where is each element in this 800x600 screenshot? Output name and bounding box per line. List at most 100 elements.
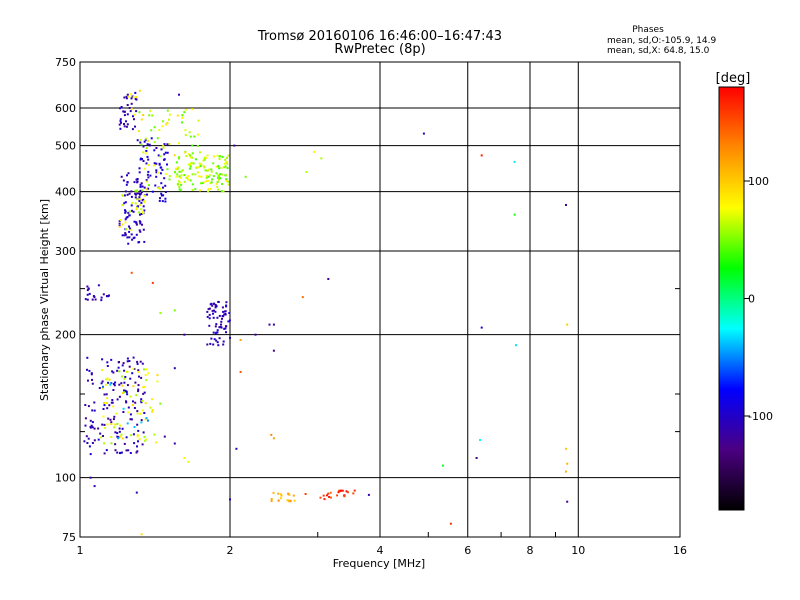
data-point bbox=[218, 326, 221, 329]
data-point bbox=[208, 307, 211, 310]
data-point bbox=[138, 375, 140, 378]
data-point bbox=[121, 194, 124, 197]
data-point bbox=[215, 323, 218, 326]
data-point bbox=[136, 445, 138, 448]
data-point bbox=[565, 204, 567, 206]
data-point bbox=[206, 179, 209, 182]
data-point bbox=[214, 304, 217, 306]
data-point bbox=[143, 167, 146, 170]
data-point bbox=[142, 228, 145, 231]
data-point bbox=[176, 168, 179, 170]
data-point bbox=[135, 206, 138, 209]
data-point bbox=[235, 447, 238, 450]
data-point bbox=[227, 154, 230, 157]
data-point bbox=[139, 222, 142, 225]
data-point bbox=[108, 378, 111, 381]
data-point bbox=[119, 435, 122, 438]
data-point bbox=[202, 165, 205, 168]
data-point bbox=[205, 174, 208, 177]
data-point bbox=[187, 163, 190, 166]
data-point bbox=[272, 437, 275, 440]
data-point bbox=[123, 377, 126, 380]
data-point bbox=[336, 494, 339, 497]
data-point bbox=[134, 98, 137, 100]
data-point bbox=[116, 369, 119, 372]
data-point bbox=[134, 189, 137, 192]
data-point bbox=[101, 358, 104, 361]
data-point bbox=[147, 176, 150, 179]
data-point bbox=[125, 120, 127, 123]
x-tick-label: 6 bbox=[464, 544, 471, 557]
data-point bbox=[225, 331, 227, 334]
data-point bbox=[191, 189, 194, 191]
data-point bbox=[88, 369, 91, 372]
data-point bbox=[153, 164, 156, 167]
data-point bbox=[135, 208, 138, 211]
data-point bbox=[125, 183, 128, 186]
data-point bbox=[121, 234, 124, 237]
data-point bbox=[86, 356, 89, 359]
data-point bbox=[111, 370, 114, 373]
data-point bbox=[223, 313, 226, 316]
data-point bbox=[101, 369, 104, 372]
data-point bbox=[178, 93, 180, 96]
data-point bbox=[213, 155, 215, 158]
data-point bbox=[211, 309, 214, 312]
data-point bbox=[189, 179, 192, 182]
data-point bbox=[131, 372, 134, 375]
data-point bbox=[85, 435, 88, 438]
data-point bbox=[159, 187, 162, 190]
data-point bbox=[327, 492, 330, 495]
data-point bbox=[217, 175, 220, 178]
data-point bbox=[89, 419, 92, 422]
data-point bbox=[130, 195, 133, 198]
data-point bbox=[92, 295, 95, 297]
data-point bbox=[135, 178, 138, 181]
data-point bbox=[129, 452, 132, 454]
data-point bbox=[150, 137, 153, 140]
data-point bbox=[329, 491, 332, 494]
data-point bbox=[140, 201, 143, 204]
data-point bbox=[180, 189, 182, 192]
data-point bbox=[123, 110, 126, 113]
data-point bbox=[184, 129, 187, 132]
data-point bbox=[220, 166, 223, 169]
data-point bbox=[206, 315, 209, 318]
data-point bbox=[212, 162, 215, 165]
data-point bbox=[125, 370, 128, 373]
data-point bbox=[221, 306, 224, 309]
data-point bbox=[328, 495, 331, 498]
data-point bbox=[224, 327, 227, 330]
data-point bbox=[270, 498, 273, 501]
data-point bbox=[112, 383, 115, 385]
data-point bbox=[114, 431, 117, 434]
data-point bbox=[326, 494, 328, 497]
data-point bbox=[339, 489, 342, 492]
data-point bbox=[218, 337, 221, 340]
data-point bbox=[137, 130, 140, 133]
data-point bbox=[140, 208, 143, 211]
data-point bbox=[164, 200, 167, 203]
data-point bbox=[198, 166, 201, 169]
data-point bbox=[124, 221, 127, 224]
data-point bbox=[210, 337, 213, 340]
data-point bbox=[133, 220, 136, 223]
data-point bbox=[289, 499, 292, 502]
data-point bbox=[135, 491, 138, 494]
data-point bbox=[183, 111, 186, 114]
data-point bbox=[338, 489, 341, 492]
data-point bbox=[163, 177, 166, 180]
data-point bbox=[102, 293, 105, 296]
data-point bbox=[119, 219, 122, 222]
data-point bbox=[157, 154, 160, 157]
data-point bbox=[103, 404, 106, 407]
data-point bbox=[138, 204, 141, 207]
data-point bbox=[140, 191, 143, 194]
data-point bbox=[139, 183, 142, 186]
data-point bbox=[132, 385, 135, 388]
data-point bbox=[221, 317, 223, 320]
data-point bbox=[122, 407, 125, 410]
data-point bbox=[117, 436, 120, 439]
data-point bbox=[178, 157, 180, 160]
data-point bbox=[84, 424, 87, 427]
